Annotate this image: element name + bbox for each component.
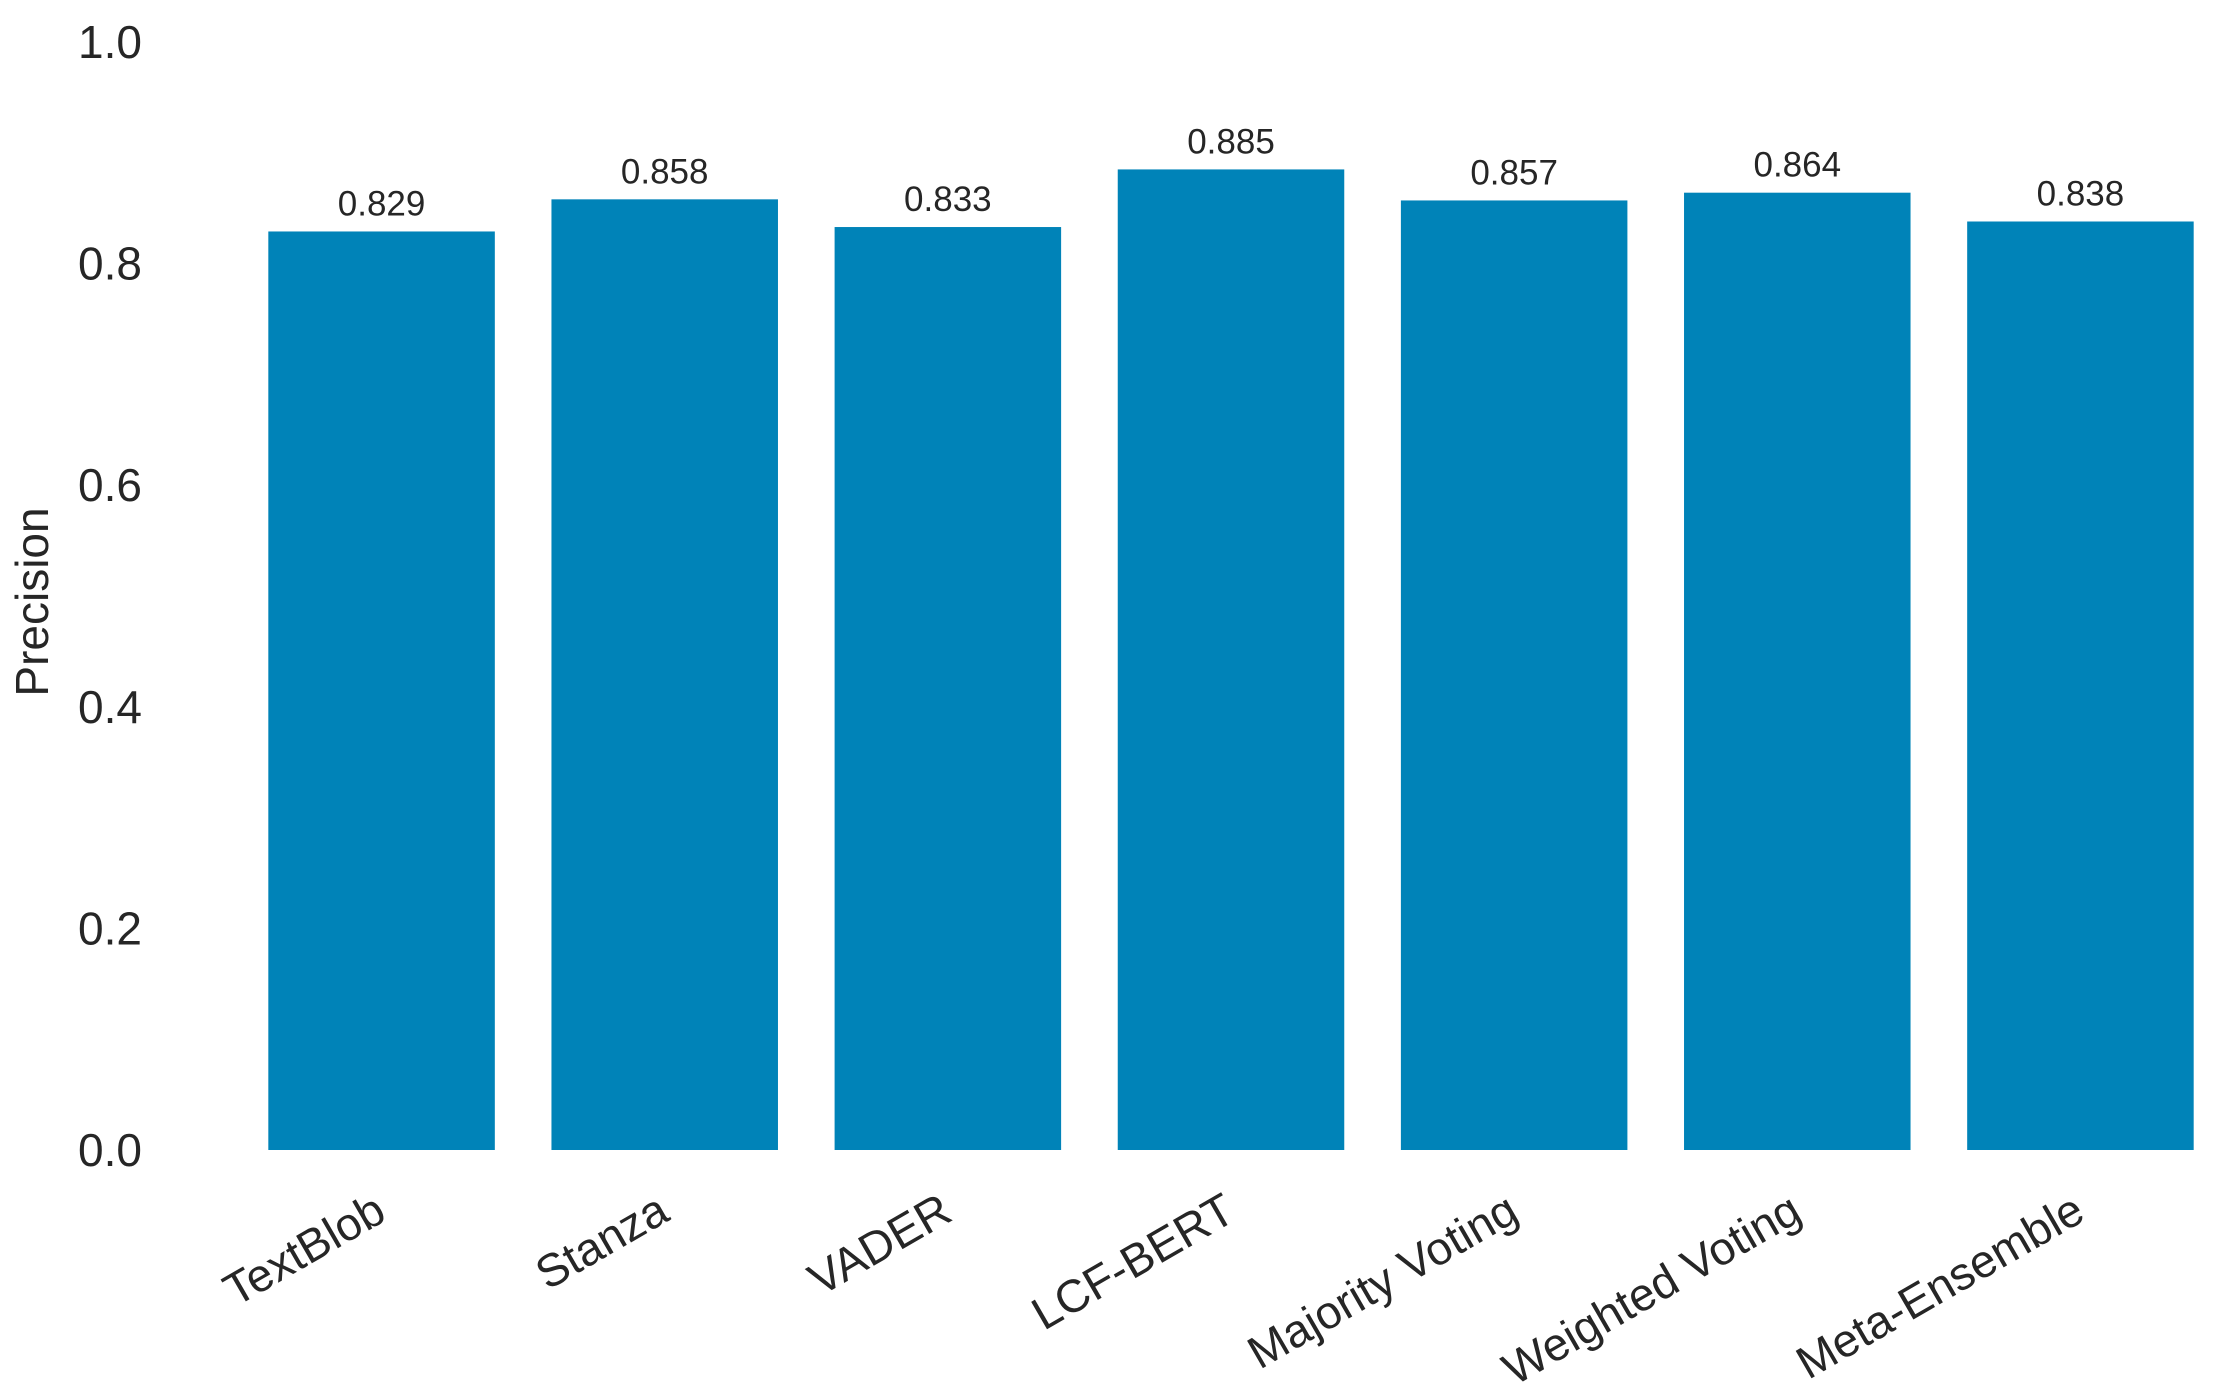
y-tick-label: 0.6 [78,459,142,511]
y-axis-ticks: 0.0 0.2 0.4 0.6 0.8 1.0 [78,16,142,1176]
x-tick-label: VADER [799,1183,959,1306]
bar [834,227,1062,1150]
x-tick-label: Meta-Ensemble [1787,1183,2092,1388]
bar [1400,200,1628,1151]
x-tick-label: Majority Voting [1239,1183,1526,1379]
bar [268,231,495,1150]
y-tick-label: 0.8 [78,238,142,290]
x-tick-label: TextBlob [215,1183,394,1316]
bars [268,169,2194,1151]
x-tick-label: LCF-BERT [1023,1183,1243,1340]
bar-value-label: 0.858 [621,152,709,191]
x-tick-label: Stanza [526,1183,676,1300]
y-tick-label: 1.0 [78,16,142,68]
bar [1117,169,1345,1151]
bar-value-label: 0.838 [2037,174,2125,213]
value-labels: 0.829 0.858 0.833 0.885 0.857 0.864 0.838 [338,122,2124,223]
bar [1967,221,2194,1151]
y-axis-title: Precision [6,507,58,696]
bar-value-label: 0.833 [904,180,992,219]
bar-value-label: 0.857 [1470,153,1558,192]
bar-value-label: 0.885 [1187,122,1275,161]
bar [1684,192,1911,1151]
bar-value-label: 0.829 [338,184,426,223]
y-tick-label: 0.4 [78,681,142,733]
bar [551,199,778,1150]
bar-value-label: 0.864 [1753,146,1841,185]
x-tick-label: Weighted Voting [1494,1183,1809,1388]
y-tick-label: 0.2 [78,902,142,954]
y-tick-label: 0.0 [78,1124,142,1176]
